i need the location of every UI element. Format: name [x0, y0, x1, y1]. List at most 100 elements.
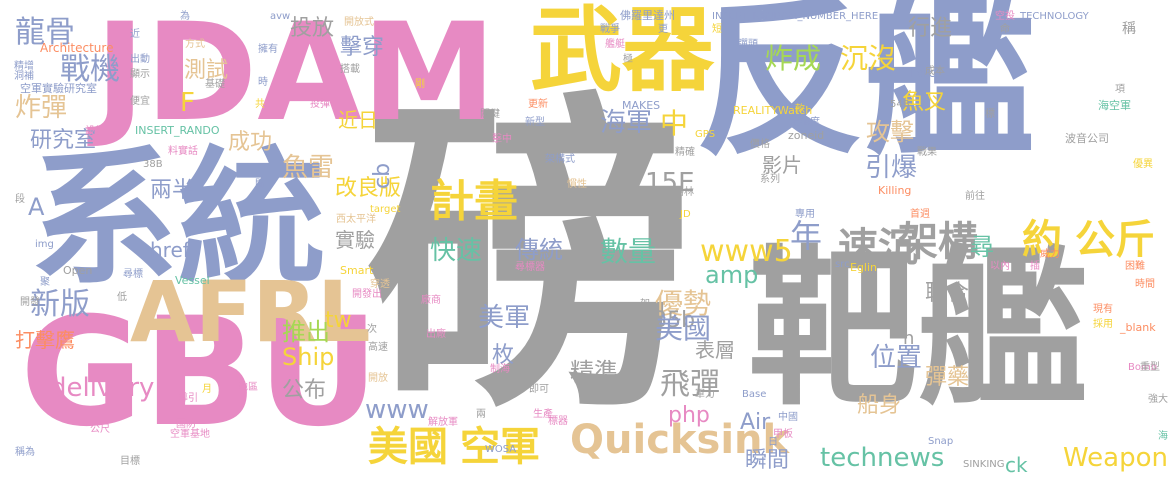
cloud-word: 架構	[898, 219, 978, 265]
cloud-word: 標器	[548, 416, 568, 427]
cloud-word: 重型	[1140, 362, 1160, 373]
cloud-word: 廠商	[421, 295, 441, 306]
cloud-word: 便宜	[130, 96, 150, 107]
cloud-word: 插	[1030, 261, 1040, 272]
cloud-word: SINKING	[963, 459, 1005, 470]
cloud-word: 慣性	[567, 179, 587, 190]
cloud-word: 54B	[890, 99, 910, 110]
cloud-word: 甲板	[773, 429, 793, 440]
cloud-word: cb	[370, 162, 396, 190]
cloud-word: 新版	[30, 287, 90, 322]
cloud-word: 實驗	[335, 228, 375, 252]
cloud-word: 項	[1115, 84, 1125, 95]
cloud-word: 美國	[368, 424, 448, 470]
cloud-word: 影片	[762, 153, 802, 177]
cloud-word: 方式	[185, 39, 205, 50]
cloud-word: Force	[910, 66, 943, 80]
cloud-word: 稱為	[15, 447, 35, 458]
cloud-word: 表層	[695, 338, 735, 362]
cloud-word: 架構式	[545, 154, 575, 165]
cloud-word: 炸彈	[15, 93, 68, 123]
cloud-word: 設計	[85, 126, 105, 137]
cloud-word: 聯合	[925, 281, 970, 306]
cloud-word: 磅	[365, 68, 695, 452]
cloud-word: 艦艇	[605, 39, 625, 50]
cloud-word: 研究室	[30, 128, 97, 153]
cloud-word: 聚	[40, 277, 50, 288]
cloud-word: 架	[640, 299, 650, 310]
cloud-word: 投彈	[310, 99, 330, 110]
cloud-word: 新型	[525, 117, 545, 128]
cloud-word: F	[180, 88, 195, 118]
cloud-word: 導引	[178, 393, 198, 404]
cloud-word: Architecture	[40, 41, 114, 55]
cloud-word: 推出	[282, 318, 330, 346]
cloud-word: 制海	[490, 364, 510, 375]
cloud-word: 極	[623, 54, 633, 65]
cloud-word: 快速	[430, 236, 483, 266]
cloud-word: 高速	[368, 342, 388, 353]
cloud-word: 龍骨	[15, 15, 75, 50]
cloud-word: 飛彈	[660, 367, 720, 402]
cloud-word: 軍力	[695, 389, 715, 400]
cloud-word: amp	[705, 261, 759, 289]
cloud-word: 共	[255, 99, 265, 110]
cloud-word: Quicksink	[570, 417, 790, 463]
cloud-word: 兩	[476, 409, 486, 420]
cloud-word: tw	[325, 308, 352, 333]
cloud-word: a4b3f35b	[590, 308, 696, 333]
cloud-word: Eglin	[850, 261, 878, 274]
cloud-word: 以內	[990, 261, 1010, 272]
cloud-word: 攻擊	[866, 118, 914, 146]
cloud-word: 公尺	[90, 424, 110, 435]
cloud-word: 價格	[750, 139, 770, 150]
cloud-word: 彈藥	[925, 365, 970, 390]
cloud-word: A	[28, 193, 45, 221]
cloud-word: 約	[1022, 217, 1062, 263]
cloud-word: 尋標器	[515, 262, 545, 273]
cloud-word: 次	[367, 324, 377, 335]
cloud-word: 間	[255, 179, 265, 190]
cloud-word: n	[903, 328, 915, 349]
cloud-word: 開發	[20, 297, 40, 308]
cloud-word: 稱	[1122, 21, 1136, 37]
cloud-word: 精確	[675, 147, 695, 158]
cloud-word: 現有	[1093, 304, 1113, 315]
cloud-word: 日	[768, 437, 778, 448]
cloud-word: 戰機	[60, 52, 120, 87]
cloud-word: 空軍基地	[170, 429, 210, 440]
cloud-word: 打擊鷹	[15, 328, 75, 352]
cloud-word: Weapon	[1063, 443, 1169, 473]
cloud-word: 戰果	[917, 147, 937, 158]
cloud-word: 時間	[1135, 279, 1155, 290]
cloud-word: 船身	[857, 393, 902, 418]
cloud-word: 搭載	[340, 64, 360, 75]
cloud-word: Smart	[340, 264, 374, 277]
cloud-word: 年	[790, 217, 823, 255]
cloud-word: 尋	[970, 233, 994, 261]
cloud-word: 彈頭	[738, 39, 758, 50]
cloud-word: Systems	[596, 267, 643, 280]
cloud-word: 海軍	[600, 108, 653, 138]
cloud-word: 位置	[870, 343, 923, 373]
cloud-word: 強大	[1148, 394, 1168, 405]
cloud-word: 尋標	[123, 269, 143, 280]
cloud-word: 美軍	[478, 303, 531, 333]
cloud-word: INSERT_RANDOM_NUMBER_HERE	[712, 11, 879, 22]
cloud-word: zoneid	[788, 129, 825, 142]
cloud-word: 戰爭	[600, 24, 620, 35]
cloud-word: php	[668, 403, 710, 428]
cloud-word: 標	[985, 109, 995, 120]
cloud-word: 國防	[176, 419, 196, 430]
cloud-word: avw	[270, 11, 291, 22]
cloud-word: 枚	[492, 343, 515, 368]
cloud-word: GPS	[695, 129, 716, 140]
cloud-word: 命	[1000, 24, 1010, 35]
cloud-word: 靶艦	[748, 231, 1089, 429]
cloud-word: 更新	[528, 99, 548, 110]
cloud-word: 剛	[415, 79, 425, 90]
cloud-word: 威力	[1040, 249, 1060, 260]
cloud-word: 空軍	[460, 424, 540, 470]
cloud-word: 出動	[130, 54, 150, 65]
cloud-word: delivery	[50, 373, 155, 403]
